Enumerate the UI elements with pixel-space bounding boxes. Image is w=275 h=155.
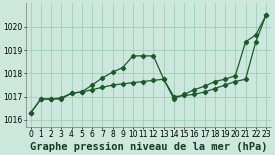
X-axis label: Graphe pression niveau de la mer (hPa): Graphe pression niveau de la mer (hPa) <box>30 142 267 152</box>
